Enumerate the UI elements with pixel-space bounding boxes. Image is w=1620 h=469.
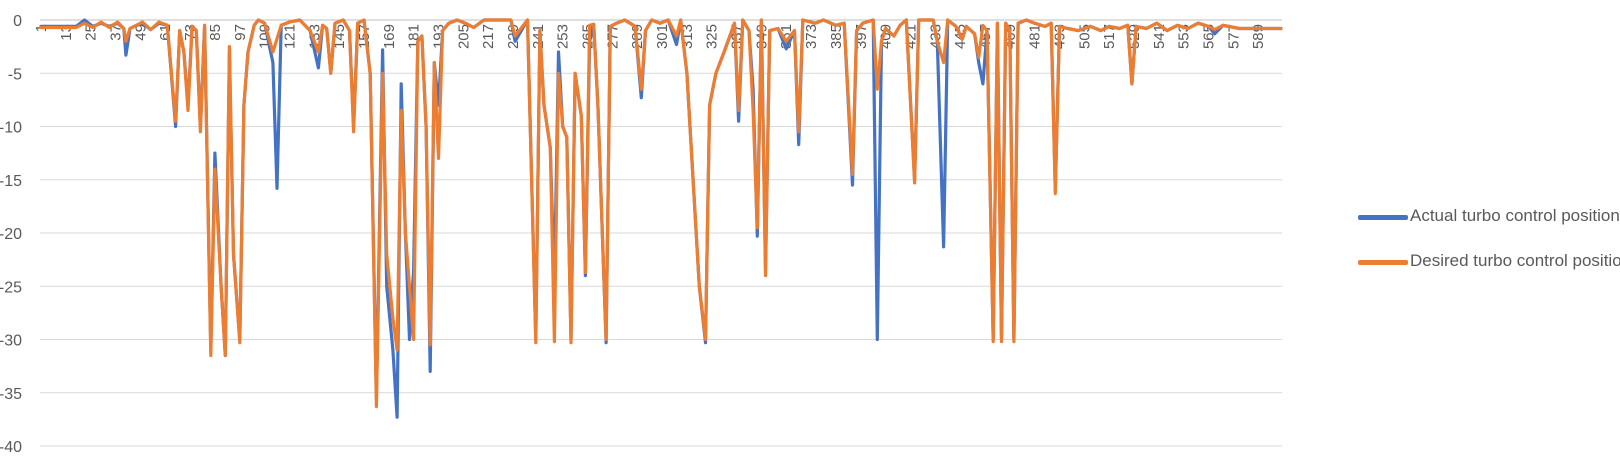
x-tick-label: 217 <box>480 24 497 49</box>
x-tick-label: 373 <box>803 24 820 49</box>
y-tick-label: 0 <box>13 13 22 30</box>
x-tick-label: 481 <box>1027 24 1044 49</box>
y-axis-tick-labels: 0 -5 -10 -15 -20 -25 -30 -35 -40 <box>0 13 22 456</box>
x-tick-label: 277 <box>604 24 621 49</box>
y-tick-label: -20 <box>0 226 22 243</box>
x-tick-label: 385 <box>828 24 845 49</box>
x-tick-label: 121 <box>281 24 298 49</box>
series-line-desired <box>41 20 1281 407</box>
legend-swatch-desired <box>1358 260 1408 265</box>
legend-swatch-actual <box>1358 215 1408 220</box>
x-tick-label: 85 <box>207 24 224 41</box>
y-tick-label: -5 <box>8 66 22 83</box>
y-tick-label: -40 <box>0 439 22 456</box>
legend-label-desired: Desired turbo control position <box>1410 251 1620 271</box>
legend-label-actual: Actual turbo control position <box>1410 206 1620 226</box>
x-tick-label: 325 <box>704 24 721 49</box>
y-tick-label: -25 <box>0 279 22 296</box>
y-tick-label: -30 <box>0 333 22 350</box>
x-tick-label: 301 <box>654 24 671 49</box>
y-tick-label: -35 <box>0 386 22 403</box>
x-tick-label: 205 <box>455 24 472 49</box>
x-tick-label: 169 <box>381 24 398 49</box>
y-tick-label: -10 <box>0 120 22 137</box>
x-tick-label: 253 <box>555 24 572 49</box>
legend-item-actual: Actual turbo control position <box>1358 206 1620 226</box>
legend-item-desired: Desired turbo control position <box>1358 251 1620 271</box>
x-tick-label: 97 <box>232 24 249 41</box>
legend: Actual turbo control position Desired tu… <box>1358 206 1620 296</box>
y-tick-label: -15 <box>0 173 22 190</box>
series-lines <box>41 20 1281 417</box>
